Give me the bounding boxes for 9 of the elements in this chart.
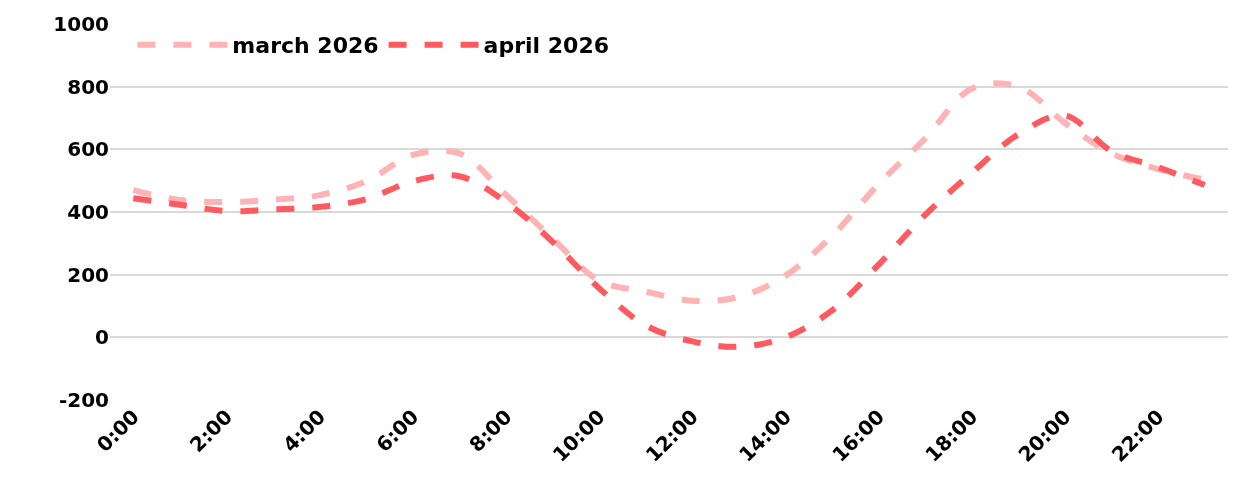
- y-tick-label: 200: [67, 262, 109, 287]
- legend-label: april 2026: [483, 33, 609, 59]
- legend-label: march 2026: [232, 33, 379, 59]
- y-tick-label: 800: [67, 74, 109, 99]
- y-tick-label: 400: [67, 200, 109, 224]
- y-tick-label: 600: [67, 137, 109, 162]
- y-tick-label: -200: [58, 388, 109, 412]
- y-tick-label: 0: [95, 325, 109, 350]
- y-tick-label: 1000: [53, 12, 109, 36]
